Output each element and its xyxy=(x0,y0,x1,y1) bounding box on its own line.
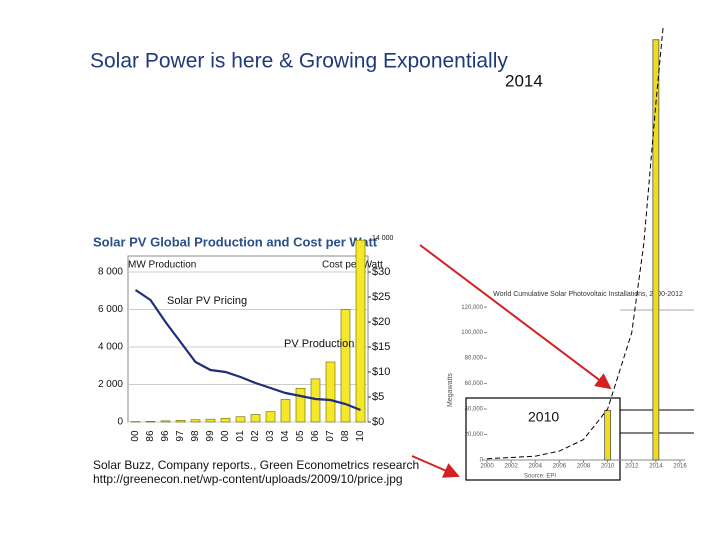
bar xyxy=(145,421,156,423)
x-tick-label: 2000 xyxy=(480,464,494,470)
bar xyxy=(652,39,660,461)
y2-tick-label: $0 xyxy=(372,416,384,428)
y-tick-label: 20,000 xyxy=(465,432,484,438)
x-tick-label: 2012 xyxy=(625,464,639,470)
x-tick-label: 08 xyxy=(340,430,351,442)
bar xyxy=(235,416,246,423)
bar xyxy=(190,419,201,423)
price-line xyxy=(134,289,361,412)
bar xyxy=(175,420,186,423)
y-axis-label: Megawatts xyxy=(447,373,454,407)
y-tick-label: 4 000 xyxy=(98,342,123,353)
bar xyxy=(355,239,366,423)
bar xyxy=(205,418,216,423)
y2-tick-label: $15 xyxy=(372,341,390,353)
y-tick-label: 6 000 xyxy=(98,304,123,315)
y2-tick-label: $5 xyxy=(372,391,384,403)
x-tick-label: 04 xyxy=(280,430,291,442)
x-tick-label: 2016 xyxy=(673,464,687,470)
slide-subtitle: 2014 xyxy=(505,71,543,90)
x-tick-label: 2002 xyxy=(504,464,518,470)
y-tick-label: 2 000 xyxy=(98,379,123,390)
y2-tick-label: $20 xyxy=(372,316,390,328)
y2-axis-label: Cost per Watt xyxy=(322,260,383,271)
y2-tick-label: $10 xyxy=(372,366,390,378)
x-tick-label: 10 xyxy=(355,430,366,442)
x-tick-label: 00 xyxy=(130,430,141,442)
bar xyxy=(604,409,612,461)
x-tick-label: 01 xyxy=(235,430,246,442)
bar xyxy=(310,378,321,423)
bar xyxy=(250,414,261,423)
y-tick-label: 0 xyxy=(480,458,484,464)
arrow xyxy=(411,455,460,478)
bar xyxy=(160,420,171,423)
y-tick-label: 80,000 xyxy=(465,356,484,362)
bar xyxy=(280,399,291,423)
x-tick-label: 98 xyxy=(190,430,201,442)
y-tick-label: 8 000 xyxy=(98,267,123,278)
y2-tick-label: $30 xyxy=(372,266,390,278)
y-tick-label: 40,000 xyxy=(465,407,484,413)
annotation: 2010 xyxy=(528,409,559,425)
source-url: http://greenecon.net/wp-content/uploads/… xyxy=(93,472,403,486)
highlight-box xyxy=(465,397,621,481)
bar xyxy=(340,309,351,423)
trend-curve xyxy=(486,26,664,460)
annotation: 14 000 xyxy=(372,235,394,242)
x-tick-label: 00 xyxy=(220,430,231,442)
series-label: Solar PV Pricing xyxy=(167,295,247,307)
x-tick-label: 99 xyxy=(205,430,216,442)
x-tick-label: 05 xyxy=(295,430,306,442)
x-tick-label: 2010 xyxy=(601,464,615,470)
source-line: Solar Buzz, Company reports., Green Econ… xyxy=(93,458,419,472)
y2-tick-label: $25 xyxy=(372,291,390,303)
y-tick-label: 120,000 xyxy=(461,305,483,311)
series-label: PV Production xyxy=(284,338,354,350)
y-tick-label: 0 xyxy=(117,417,123,428)
chart-title: World Cumulative Solar Photovoltaic Inst… xyxy=(493,291,683,298)
slide-title: Solar Power is here & Growing Exponentia… xyxy=(90,50,508,73)
x-tick-label: 2006 xyxy=(553,464,567,470)
bar xyxy=(295,387,306,423)
x-tick-label: 2014 xyxy=(649,464,663,470)
x-tick-label: 07 xyxy=(325,430,336,442)
bar xyxy=(265,411,276,423)
x-tick-label: 2008 xyxy=(577,464,591,470)
x-tick-label: 03 xyxy=(265,430,276,442)
x-tick-label: 2004 xyxy=(529,464,543,470)
bar xyxy=(220,417,231,423)
x-tick-label: 06 xyxy=(310,430,321,442)
x-tick-label: 02 xyxy=(250,430,261,442)
chart-title: Solar PV Global Production and Cost per … xyxy=(93,234,378,249)
bar xyxy=(325,361,336,423)
y-tick-label: 60,000 xyxy=(465,381,484,387)
x-tick-label: 97 xyxy=(175,430,186,442)
y-axis-label: MW Production xyxy=(128,260,196,271)
arrow xyxy=(419,244,612,390)
x-axis-label: Source: EPI xyxy=(524,474,556,480)
x-tick-label: 96 xyxy=(160,430,171,442)
y-tick-label: 100,000 xyxy=(461,330,483,336)
x-tick-label: 86 xyxy=(145,430,156,442)
